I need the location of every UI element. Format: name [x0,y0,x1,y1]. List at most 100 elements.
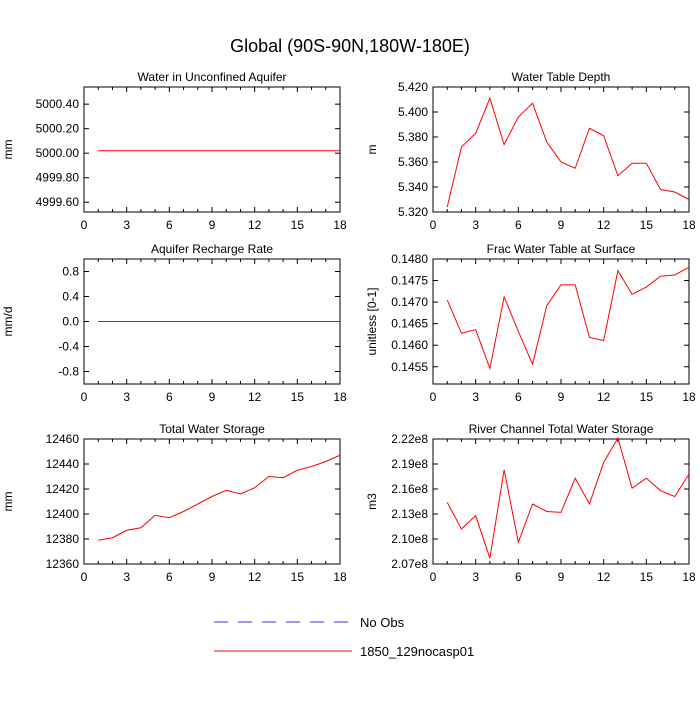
y-tick-label: 0.1480 [391,252,428,266]
x-tick-label: 3 [472,390,479,404]
x-tick-label: 6 [166,218,173,232]
x-tick-label: 9 [558,570,565,584]
y-axis-label: mm [1,140,15,160]
x-tick-label: 3 [123,218,130,232]
y-tick-label: 5000.00 [36,146,80,160]
x-tick-label: 9 [209,390,216,404]
y-tick-label: -0.4 [58,340,79,354]
x-tick-label: 18 [333,570,347,584]
x-tick-label: 18 [682,218,696,232]
series-line-1 [446,266,690,371]
y-tick-label: 2.16e8 [391,482,428,496]
x-tick-label: 0 [430,218,437,232]
x-tick-label: 3 [472,218,479,232]
y-tick-label: 0.1465 [391,317,428,331]
panel-title: Frac Water Table at Surface [487,242,636,256]
y-tick-label: 12460 [46,432,80,446]
x-tick-label: 0 [81,570,88,584]
y-axis-label: mm [1,492,15,512]
y-tick-label: 2.10e8 [391,532,428,546]
panels: Water in Unconfined Aquifer 0 3 6 9 12 15 18 499… [1,70,696,584]
y-tick-label: 12360 [46,557,80,571]
legend-label-1: No Obs [360,615,405,630]
y-tick-label: 4999.80 [36,171,80,185]
y-tick-label: 0.8 [62,265,79,279]
y-tick-label: 12400 [46,507,80,521]
y-axis-label: unitless [0-1] [365,287,379,355]
y-tick-label: 5000.40 [36,97,80,111]
x-tick-label: 3 [472,570,479,584]
x-tick-label: 12 [597,218,611,232]
x-tick-label: 18 [333,390,347,404]
x-tick-label: 15 [640,390,654,404]
x-tick-label: 18 [682,390,696,404]
x-tick-label: 6 [166,570,173,584]
y-tick-label: 0.1470 [391,295,428,309]
x-tick-label: 12 [248,570,262,584]
x-tick-label: 12 [597,570,611,584]
panel-title: Water in Unconfined Aquifer [138,70,287,84]
x-tick-label: 12 [597,390,611,404]
y-tick-label: 2.19e8 [391,457,428,471]
x-tick-label: 0 [81,390,88,404]
y-tick-label: 5.320 [398,205,428,219]
x-tick-label: 6 [515,390,522,404]
y-tick-label: 0.1455 [391,360,428,374]
x-tick-label: 6 [515,218,522,232]
x-tick-label: 12 [248,390,262,404]
panel-title: Aquifer Recharge Rate [151,242,273,256]
x-tick-label: 9 [558,390,565,404]
x-tick-label: 12 [248,218,262,232]
y-tick-label: 5.380 [398,130,428,144]
chart-panel-6: River Channel Total Water Storage 0 3 6 9 12 1… [365,422,696,584]
y-tick-label: 5000.20 [36,122,80,136]
x-tick-label: 6 [166,390,173,404]
legend-label-2: 1850_129nocasp01 [360,644,474,659]
plot-frame [83,86,341,213]
plot-frame [432,258,690,385]
x-tick-label: 0 [430,570,437,584]
x-tick-label: 18 [682,570,696,584]
x-tick-label: 0 [81,218,88,232]
y-tick-label: 5.420 [398,80,428,94]
y-tick-label: 5.400 [398,105,428,119]
x-tick-label: 15 [291,570,305,584]
y-tick-label: 5.340 [398,180,428,194]
plot-frame [432,438,690,565]
y-tick-label: 12420 [46,482,80,496]
y-tick-label: 0.1475 [391,274,428,288]
x-tick-label: 0 [430,390,437,404]
series-line-1 [98,454,341,541]
y-tick-label: 5.360 [398,155,428,169]
y-tick-label: 0.4 [62,290,79,304]
plot-frame [83,438,341,565]
chart-panel-3: Aquifer Recharge Rate 0 3 6 9 12 15 18 -0.8 -0.4 0… [1,242,347,404]
legend: No Obs 1850_129nocasp01 [214,615,474,659]
panel-title: River Channel Total Water Storage [469,422,654,436]
y-tick-label: 0.1460 [391,338,428,352]
x-tick-label: 9 [558,218,565,232]
chart-panel-1: Water in Unconfined Aquifer 0 3 6 9 12 15 18 499… [1,70,347,232]
figure-title: Global (90S-90N,180W-180E) [230,36,470,56]
y-tick-label: 0.0 [62,315,79,329]
y-tick-label: 2.07e8 [391,557,428,571]
y-tick-label: 12380 [46,532,80,546]
x-tick-label: 15 [640,218,654,232]
x-tick-label: 3 [123,570,130,584]
y-axis-label: m [365,145,379,155]
series-line-1 [446,96,690,208]
y-tick-label: 2.22e8 [391,432,428,446]
chart-panel-4: Frac Water Table at Surface 0 3 6 9 12 15 18 0.1… [365,242,696,404]
x-tick-label: 15 [640,570,654,584]
y-tick-label: -0.8 [58,365,79,379]
series-line-1 [446,436,690,559]
x-tick-label: 18 [333,218,347,232]
x-tick-label: 6 [515,570,522,584]
x-tick-label: 3 [123,390,130,404]
x-tick-label: 9 [209,570,216,584]
panel-title: Total Water Storage [159,422,265,436]
y-axis-label: mm/d [1,307,15,337]
y-tick-label: 4999.60 [36,195,80,209]
